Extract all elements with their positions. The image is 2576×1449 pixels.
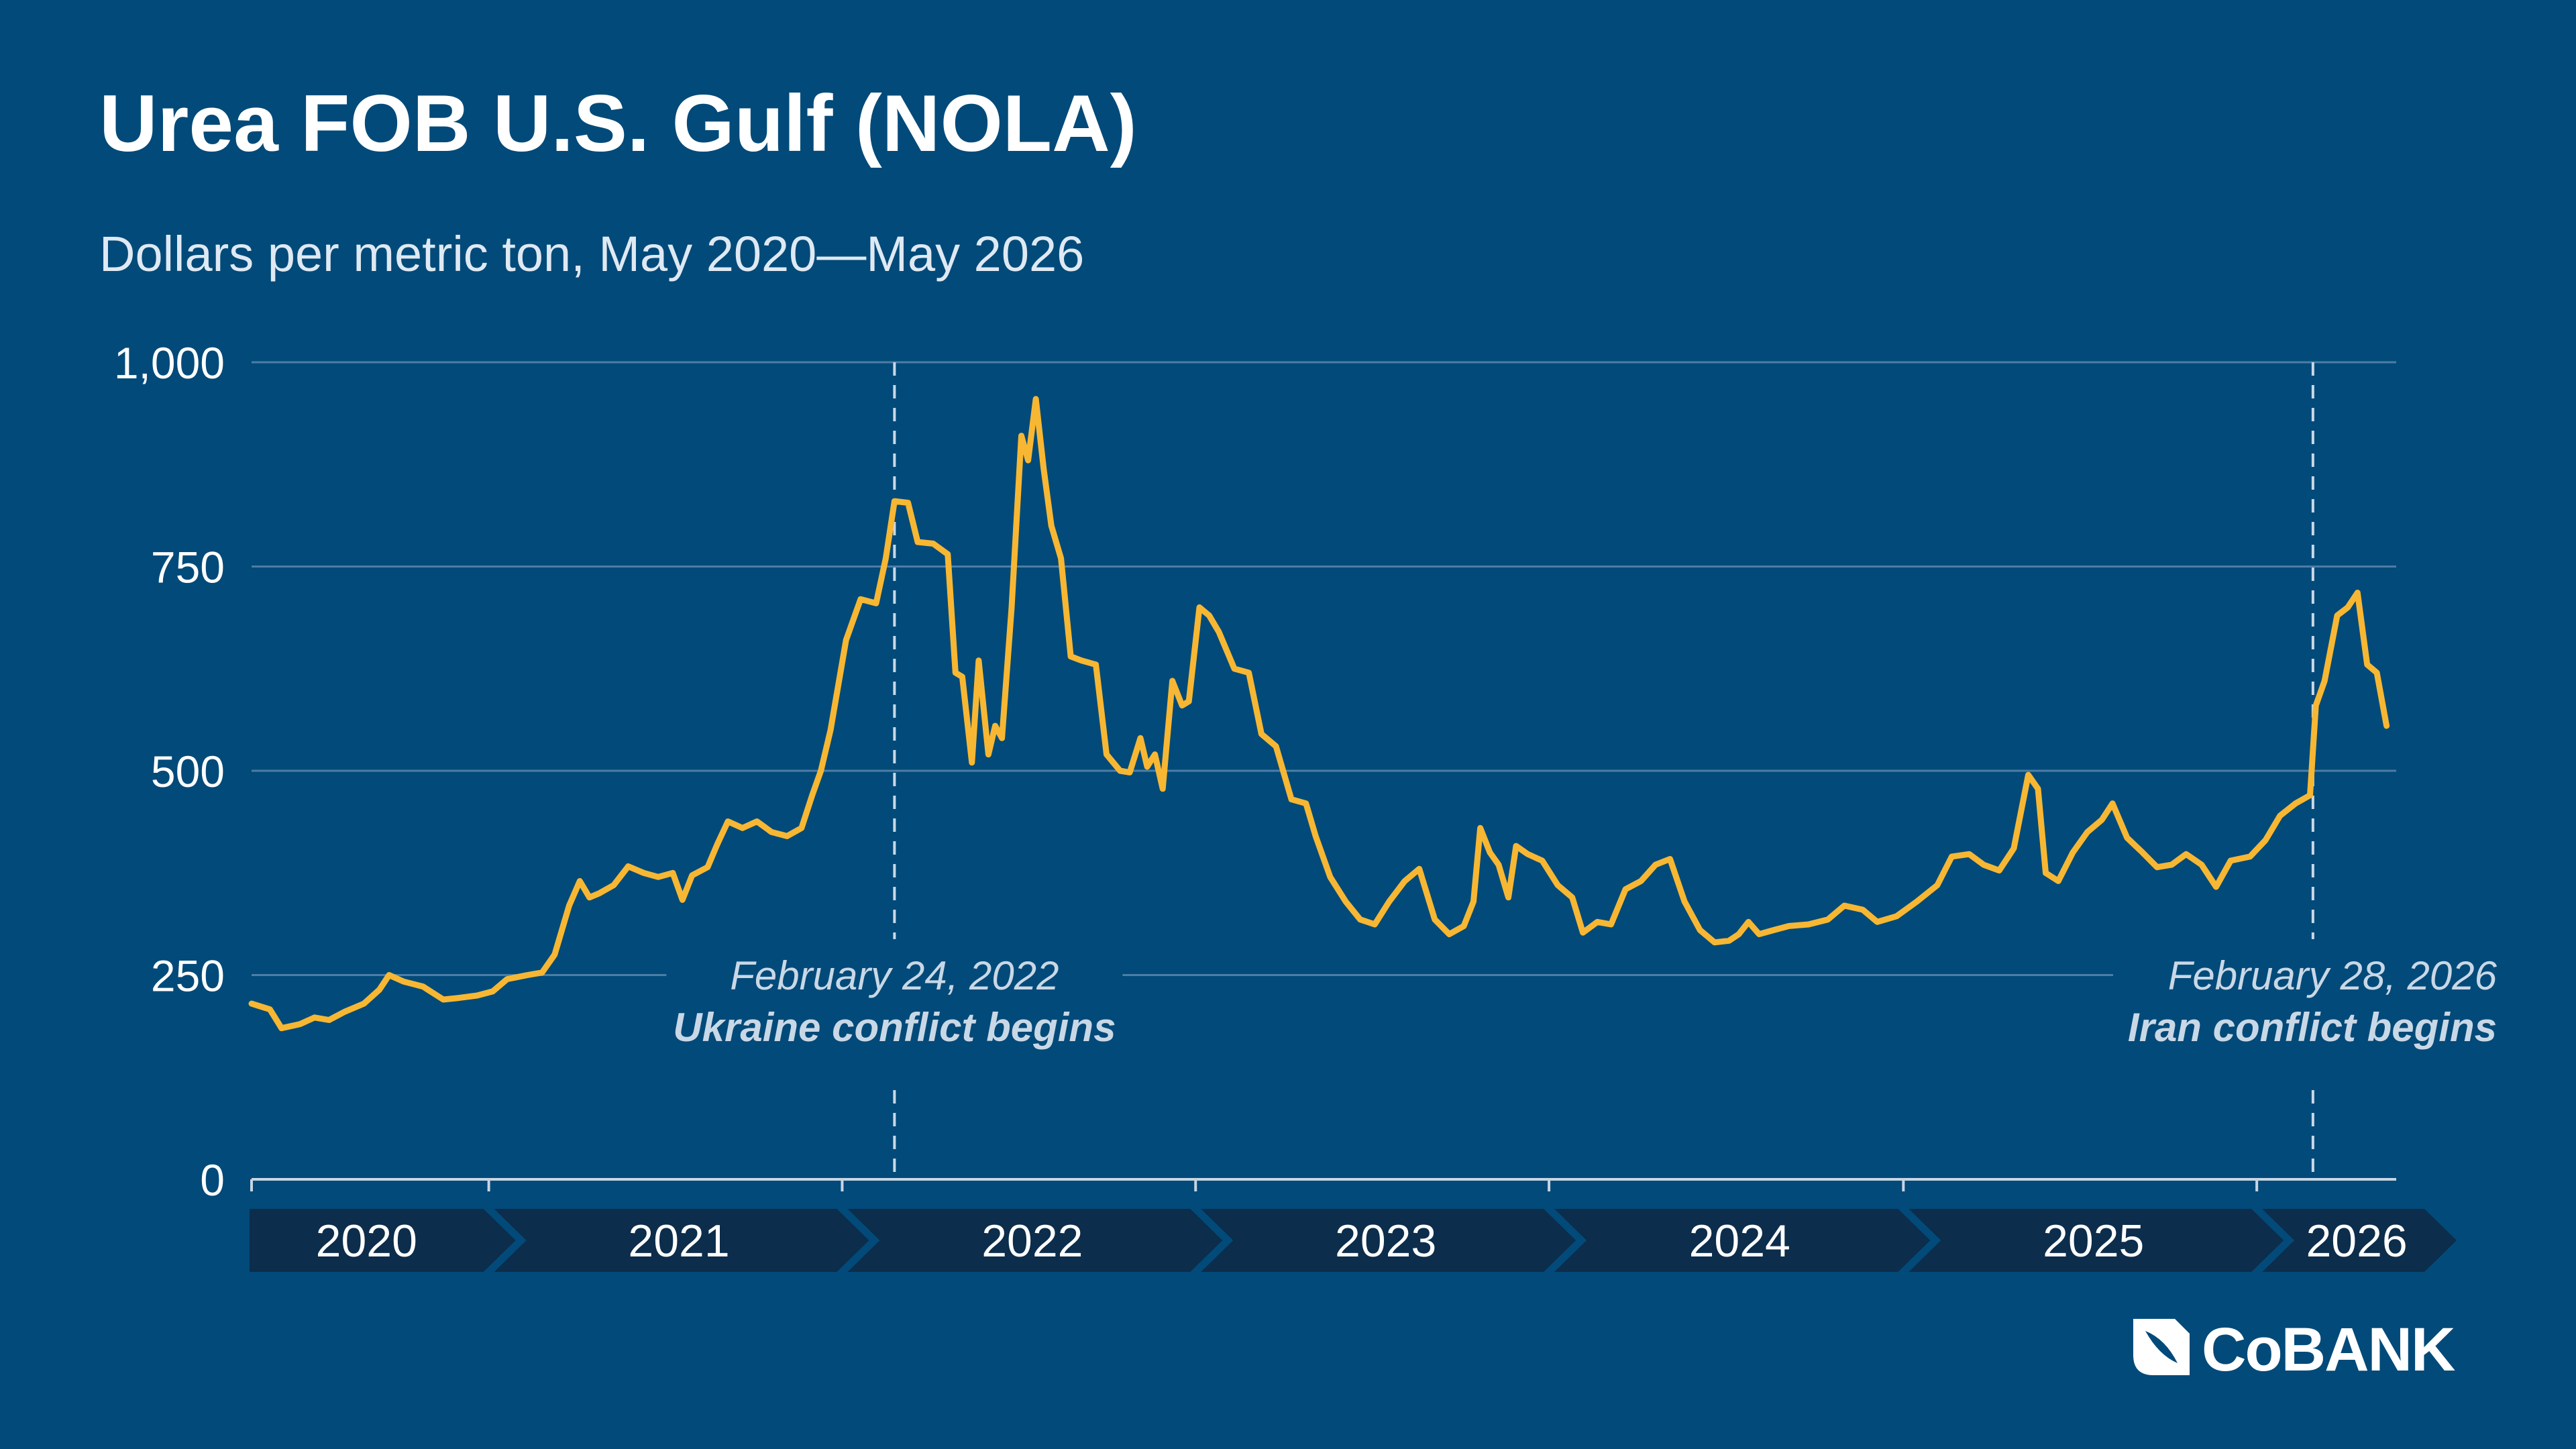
year-band: 2021 <box>494 1209 869 1272</box>
year-band: 2026 <box>2262 1209 2457 1272</box>
y-tick-label: 500 <box>151 747 225 796</box>
chart-subtitle: Dollars per metric ton, May 2020—May 202… <box>99 226 1085 282</box>
year-label: 2021 <box>628 1216 729 1267</box>
cobank-logo-icon <box>2133 1319 2190 1375</box>
series-layer <box>248 396 2390 1032</box>
year-bands: 2020 2021 2022 2023 2024 2025 2026 <box>250 1209 2457 1272</box>
annotation-label: Ukraine conflict begins <box>673 1005 1116 1050</box>
year-label: 2024 <box>1689 1216 1790 1267</box>
year-band-shape <box>1554 1209 1931 1272</box>
annotation-backdrop <box>2113 939 2502 1060</box>
gridlines <box>252 361 2396 976</box>
year-label: 2026 <box>2306 1216 2407 1267</box>
annotation-label: Iran conflict begins <box>2128 1005 2497 1050</box>
cobank-logo: CoBANK <box>2133 1316 2489 1383</box>
year-band: 2022 <box>847 1209 1223 1272</box>
year-band-shape <box>250 1209 516 1272</box>
chart-title: Urea FOB U.S. Gulf (NOLA) <box>99 78 1137 168</box>
y-axis-tick-labels: 0 250 500 750 1,000 <box>114 338 225 1205</box>
annotation-backdrop <box>666 939 1123 1060</box>
series-line <box>248 396 2390 1032</box>
year-band: 2025 <box>1909 1209 2284 1272</box>
y-tick-label: 250 <box>151 951 225 1001</box>
y-tick-label: 750 <box>151 543 225 592</box>
year-band: 2023 <box>1201 1209 1576 1272</box>
year-band: 2024 <box>1554 1209 1931 1272</box>
y-tick-label: 1,000 <box>114 338 225 388</box>
year-band-shape <box>494 1209 869 1272</box>
year-label: 2020 <box>316 1216 417 1267</box>
annotation-date: February 24, 2022 <box>730 953 1059 998</box>
annotations: February 24, 2022 Ukraine conflict begins… <box>666 362 2502 1179</box>
y-tick-label: 0 <box>200 1155 225 1205</box>
year-band: 2020 <box>250 1209 516 1272</box>
x-axis <box>250 1178 2396 1191</box>
year-band-shape <box>1201 1209 1576 1272</box>
year-label: 2025 <box>2043 1216 2144 1267</box>
year-band-shape <box>1909 1209 2284 1272</box>
year-band-shape <box>2262 1209 2457 1272</box>
year-label: 2022 <box>981 1216 1083 1267</box>
logo-text: CoBANK <box>2202 1316 2455 1384</box>
year-label: 2023 <box>1335 1216 1436 1267</box>
annotation-date: February 28, 2026 <box>2168 953 2498 998</box>
year-band-shape <box>847 1209 1223 1272</box>
